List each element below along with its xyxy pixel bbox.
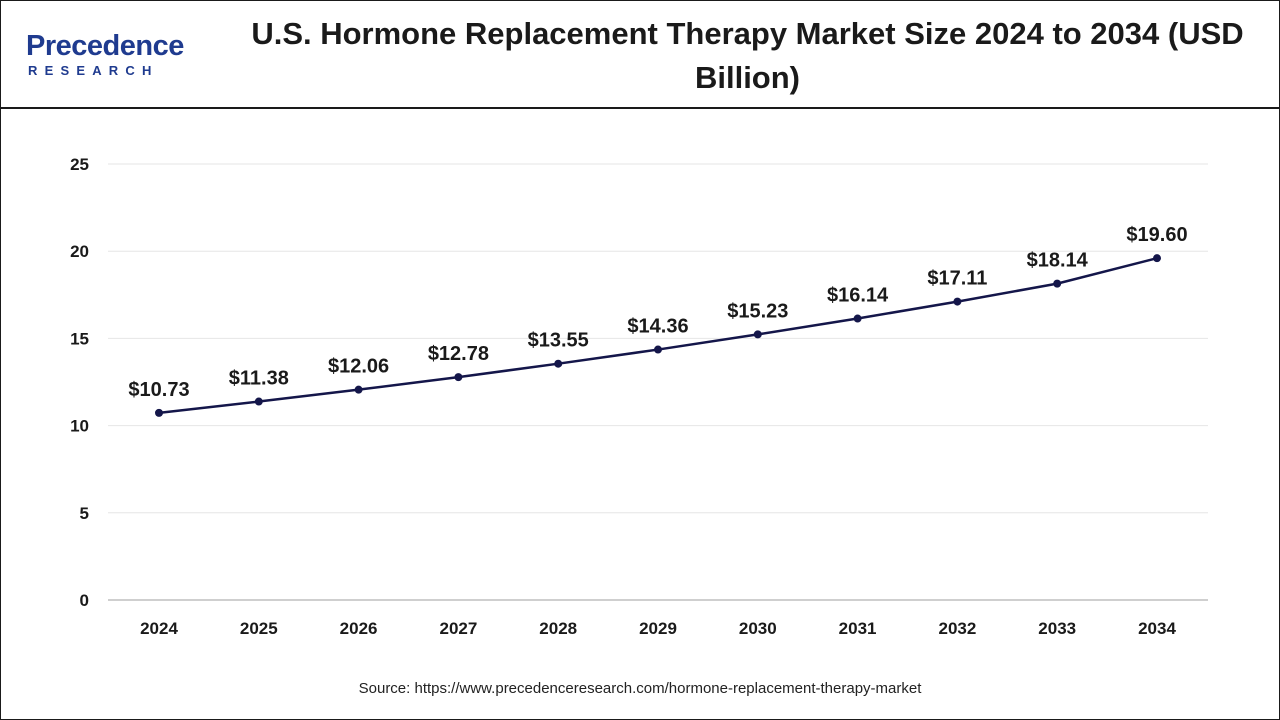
data-point xyxy=(953,297,962,306)
data-label: $16.14 xyxy=(827,285,889,307)
y-tick-label: 15 xyxy=(70,329,89,348)
data-label: $19.60 xyxy=(1126,224,1187,246)
data-point xyxy=(654,345,662,354)
data-label: $12.78 xyxy=(428,343,489,365)
data-point xyxy=(1153,254,1161,263)
y-tick-label: 5 xyxy=(80,504,89,523)
data-point xyxy=(354,385,363,394)
data-label: $13.55 xyxy=(528,330,589,352)
y-tick-label: 10 xyxy=(70,417,89,436)
data-label: $12.06 xyxy=(328,356,389,378)
x-tick-label: 2028 xyxy=(539,619,577,638)
source-note: Source: https://www.precedenceresearch.c… xyxy=(358,680,922,697)
data-point xyxy=(1053,279,1062,288)
x-tick-label: 2030 xyxy=(739,619,777,638)
x-tick-label: 2024 xyxy=(140,619,178,638)
data-label: $18.14 xyxy=(1027,250,1089,272)
x-tick-label: 2027 xyxy=(439,619,477,638)
logo-wordmark: Precedence xyxy=(26,30,184,62)
data-label: $17.11 xyxy=(927,268,987,290)
x-tick-label: 2031 xyxy=(839,619,877,638)
data-point xyxy=(853,314,862,323)
x-tick-label: 2026 xyxy=(340,619,378,638)
header: Precedence RESEARCH U.S. Hormone Replace… xyxy=(0,0,1280,109)
x-tick-label: 2034 xyxy=(1138,619,1176,638)
y-tick-label: 25 xyxy=(70,155,89,174)
x-tick-label: 2033 xyxy=(1038,619,1076,638)
y-tick-label: 20 xyxy=(70,242,89,261)
x-tick-label: 2029 xyxy=(639,619,677,638)
data-point xyxy=(753,330,762,339)
data-label: $15.23 xyxy=(727,300,788,322)
data-label: $14.36 xyxy=(627,316,688,338)
x-tick-label: 2025 xyxy=(240,619,278,638)
y-tick-label: 0 xyxy=(80,591,89,610)
data-label: $11.38 xyxy=(229,368,289,390)
x-tick-label: 2032 xyxy=(938,619,976,638)
logo: Precedence RESEARCH xyxy=(22,26,222,86)
data-point xyxy=(554,359,563,368)
data-label: $10.73 xyxy=(128,379,189,401)
data-point xyxy=(155,408,163,417)
chart-title: U.S. Hormone Replacement Therapy Market … xyxy=(251,16,1244,95)
logo-subtitle: RESEARCH xyxy=(28,63,159,78)
data-point xyxy=(454,373,463,382)
data-point xyxy=(254,397,263,406)
